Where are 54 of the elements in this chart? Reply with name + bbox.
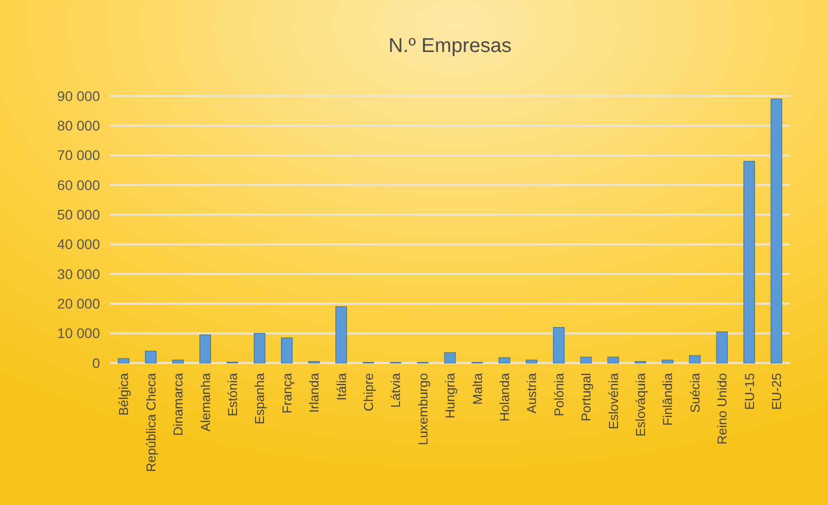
- x-tick-label: Dinamarca: [170, 372, 186, 436]
- bar: [145, 350, 157, 364]
- x-tick-label: Chipre: [360, 373, 376, 412]
- y-tick-label: 50 000: [57, 206, 100, 223]
- bar: [199, 334, 211, 364]
- x-tick-label: Látvia: [388, 372, 404, 408]
- bar: [335, 306, 347, 364]
- x-tick-label: Malta: [470, 372, 485, 405]
- x-tick-label: EU-15: [742, 373, 757, 410]
- bar: [607, 356, 619, 364]
- y-tick-label: 90 000: [57, 88, 100, 104]
- y-tick-label: 0: [92, 354, 100, 371]
- bar: [281, 337, 293, 364]
- x-tick-label: Hungria: [442, 372, 458, 419]
- x-tick-label: Austria: [524, 372, 540, 414]
- x-tick-label: Reino Unido: [714, 373, 730, 445]
- x-tick-label: França: [279, 372, 294, 414]
- x-tick-label: Bélgica: [116, 372, 132, 416]
- y-tick-label: 10 000: [57, 325, 100, 342]
- y-tick-label: 80 000: [57, 118, 100, 134]
- bar: [662, 360, 674, 364]
- bar: [254, 333, 266, 364]
- x-tick-label: Eslovénia: [606, 372, 621, 430]
- x-tick-label: Espanha: [252, 372, 268, 424]
- bar: [743, 160, 755, 364]
- bar: [444, 352, 456, 364]
- x-tick-label: Portugal: [578, 372, 594, 422]
- y-tick-label: 30 000: [57, 266, 100, 282]
- chart-title: N.º Empresas: [388, 35, 512, 57]
- x-tick-label: Itália: [334, 372, 349, 400]
- y-tick-label: 60 000: [57, 176, 100, 193]
- bar: [526, 360, 538, 364]
- x-tick-label: Finlândia: [660, 372, 676, 426]
- bar: [498, 357, 510, 364]
- x-tick-label: Luxemburgo: [415, 373, 430, 446]
- bar: [553, 327, 565, 364]
- bar: [172, 360, 184, 364]
- y-tick-label: 20 000: [57, 296, 100, 312]
- x-tick-label: República Checa: [143, 372, 158, 472]
- bar: [770, 98, 782, 364]
- x-tick-label: EU-25: [768, 373, 784, 410]
- x-tick-label: Alemanha: [198, 372, 213, 432]
- x-tick-label: Eslováquia: [632, 372, 648, 437]
- bar: [716, 332, 728, 364]
- x-tick-label: Suécia: [687, 372, 702, 413]
- y-tick-label: 40 000: [57, 236, 100, 252]
- x-tick-label: Holanda: [496, 372, 512, 422]
- bar: [580, 356, 592, 364]
- bar: [118, 358, 130, 364]
- x-tick-label: Estónia: [224, 372, 240, 416]
- y-tick-label: 70 000: [57, 147, 100, 164]
- x-tick-label: Polónia: [551, 372, 566, 416]
- x-tick-label: Irlanda: [306, 372, 322, 413]
- bar: [689, 355, 701, 364]
